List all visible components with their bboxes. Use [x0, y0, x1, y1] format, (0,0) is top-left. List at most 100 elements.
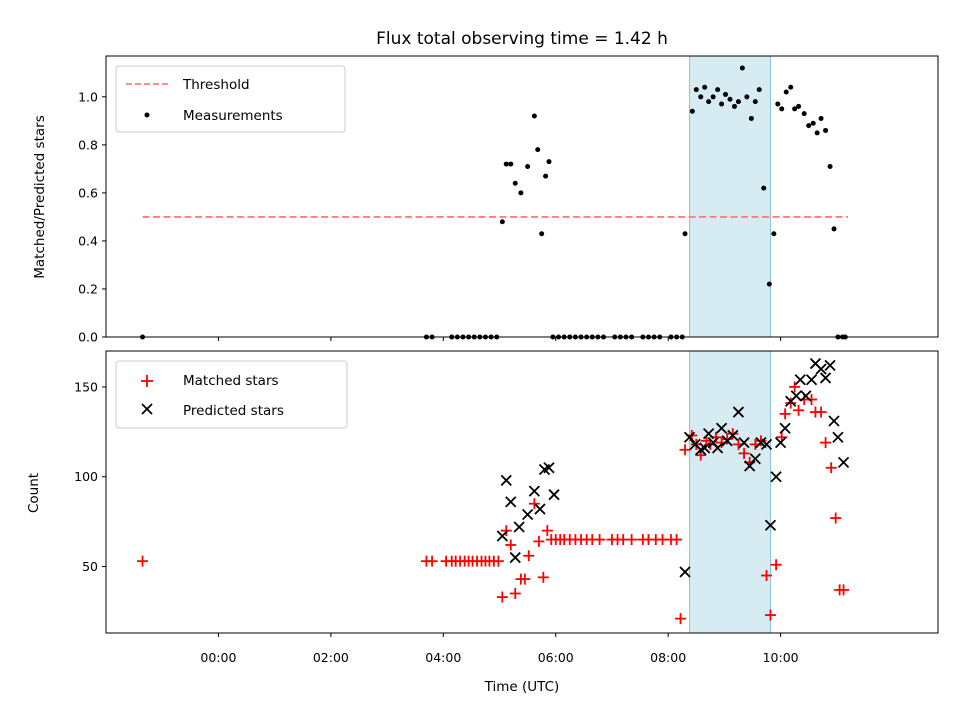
- x-tick-label: 10:00: [763, 650, 799, 665]
- predicted-point: [815, 363, 827, 375]
- matched-point: [738, 447, 750, 459]
- measurement-point: [503, 161, 509, 167]
- measurement-point: [518, 190, 524, 196]
- measurement-point: [546, 159, 552, 165]
- predicted-point: [534, 503, 546, 515]
- measurement-point: [499, 219, 505, 225]
- top-y-tick-label: 1.0: [78, 89, 98, 104]
- matched-point: [541, 525, 553, 537]
- predicted-point: [764, 519, 777, 531]
- matched-point: [679, 444, 691, 456]
- predicted-point: [727, 429, 739, 442]
- x-tick-label: 04:00: [425, 650, 461, 665]
- predicted-point: [679, 566, 691, 578]
- measurement-point: [706, 99, 712, 105]
- measurement-point: [702, 84, 708, 90]
- legend-predicted-label: Predicted stars: [183, 403, 284, 419]
- predicted-point: [513, 521, 525, 533]
- matched-point: [626, 534, 638, 546]
- x-tick-label: 06:00: [538, 650, 574, 665]
- bottom-y-tick-label: 100: [74, 469, 98, 484]
- top-y-tick-label: 0.0: [78, 330, 98, 345]
- measurement-point: [531, 113, 537, 119]
- predicted-point: [543, 462, 555, 474]
- measurement-point: [788, 84, 794, 90]
- measurement-point: [525, 163, 531, 169]
- top-axes-frame: [105, 55, 939, 338]
- matched-point: [492, 555, 504, 567]
- measurement-point: [710, 94, 716, 100]
- measurement-point: [814, 130, 820, 136]
- matched-point: [755, 435, 767, 447]
- measurement-point: [827, 163, 833, 169]
- predicted-point: [496, 530, 508, 542]
- legend-threshold-label: Threshold: [182, 77, 250, 93]
- measurement-point: [748, 115, 754, 121]
- predicted-point: [528, 485, 541, 497]
- matched-point: [806, 393, 818, 405]
- x-tick-label: 00:00: [200, 650, 236, 665]
- predicted-point: [500, 474, 512, 486]
- predicted-point: [749, 453, 761, 465]
- matched-point: [830, 512, 842, 524]
- predicted-point: [794, 374, 806, 386]
- matched-point: [496, 591, 508, 603]
- matched-point: [500, 525, 512, 537]
- measurement-point: [831, 226, 837, 232]
- top-y-tick-label: 0.8: [78, 137, 98, 152]
- predicted-point: [732, 406, 745, 418]
- predicted-point: [770, 471, 782, 483]
- top-legend: Threshold Measurements: [115, 65, 346, 133]
- predicted-point: [790, 390, 802, 402]
- matched-point: [785, 397, 797, 409]
- matched-point: [779, 408, 791, 420]
- measurement-point: [727, 96, 733, 102]
- predicted-point: [774, 436, 787, 449]
- measurement-point: [512, 180, 518, 186]
- measurement-point: [818, 115, 824, 121]
- matched-point: [671, 534, 683, 546]
- matched-point: [537, 571, 549, 583]
- measurement-point: [796, 103, 802, 109]
- predicted-point: [779, 422, 791, 434]
- measurement-point: [744, 94, 750, 100]
- legend-measurements-label: Measurements: [183, 108, 283, 124]
- legend-matched-label: Matched stars: [183, 373, 279, 389]
- measurement-point: [761, 185, 767, 191]
- measurement-point: [792, 106, 798, 112]
- top-y-tick-label: 0.2: [78, 281, 98, 296]
- predicted-point: [760, 438, 773, 451]
- measurement-point: [766, 281, 772, 287]
- measurement-point: [806, 123, 812, 129]
- predicted-point: [824, 359, 836, 372]
- matched-point: [675, 613, 687, 625]
- matched-point: [594, 534, 606, 546]
- x-tick-label: 08:00: [650, 650, 686, 665]
- predicted-point: [832, 431, 844, 443]
- matched-point: [426, 555, 438, 567]
- measurement-point: [539, 231, 545, 237]
- predicted-point: [711, 442, 724, 454]
- measurement-point: [508, 161, 514, 167]
- top-y-tick-label: 0.4: [78, 233, 98, 248]
- predicted-point: [819, 372, 832, 384]
- legend-measurements-swatch: [144, 112, 150, 118]
- measurement-point: [752, 99, 758, 105]
- top-panel: 0.0 0.2 0.4 0.6 0.8 1.0 Matched/Predicted sta…: [32, 55, 939, 345]
- matched-point: [820, 437, 832, 449]
- matched-point: [761, 570, 773, 582]
- measurement-point: [779, 106, 785, 112]
- top-y-tick-label: 0.6: [78, 185, 98, 200]
- matched-point: [533, 535, 545, 547]
- measurement-point: [783, 89, 789, 95]
- matched-point: [519, 573, 531, 585]
- chart-title: Flux total observing time = 1.42 h: [376, 29, 668, 49]
- predicted-point: [828, 415, 840, 427]
- x-axis-label: Time (UTC): [484, 679, 560, 695]
- bottom-axes-frame: [105, 350, 939, 634]
- matched-point: [505, 539, 517, 551]
- bottom-y-tick-label: 150: [74, 379, 98, 394]
- matched-point: [721, 433, 733, 445]
- predicted-point: [703, 427, 715, 440]
